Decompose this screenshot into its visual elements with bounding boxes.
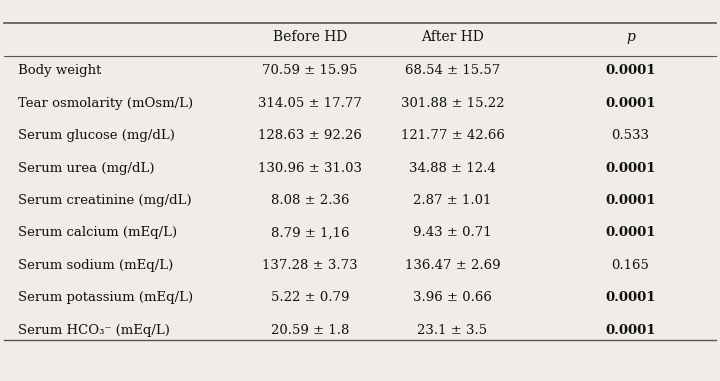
Text: 0.0001: 0.0001 xyxy=(606,64,656,77)
Text: 20.59 ± 1.8: 20.59 ± 1.8 xyxy=(271,324,349,337)
Text: Serum urea (mg/dL): Serum urea (mg/dL) xyxy=(19,162,155,174)
Text: 0.0001: 0.0001 xyxy=(606,226,656,239)
Text: Serum sodium (mEq/L): Serum sodium (mEq/L) xyxy=(19,259,174,272)
Text: 8.08 ± 2.36: 8.08 ± 2.36 xyxy=(271,194,349,207)
Text: 136.47 ± 2.69: 136.47 ± 2.69 xyxy=(405,259,500,272)
Text: 314.05 ± 17.77: 314.05 ± 17.77 xyxy=(258,97,362,110)
Text: Before HD: Before HD xyxy=(273,30,347,44)
Text: 0.533: 0.533 xyxy=(611,129,649,142)
Text: 0.0001: 0.0001 xyxy=(606,97,656,110)
Text: 137.28 ± 3.73: 137.28 ± 3.73 xyxy=(262,259,358,272)
Text: Serum HCO₃⁻ (mEq/L): Serum HCO₃⁻ (mEq/L) xyxy=(19,324,170,337)
Text: 68.54 ± 15.57: 68.54 ± 15.57 xyxy=(405,64,500,77)
Text: 301.88 ± 15.22: 301.88 ± 15.22 xyxy=(401,97,504,110)
Text: 9.43 ± 0.71: 9.43 ± 0.71 xyxy=(413,226,492,239)
Text: 70.59 ± 15.95: 70.59 ± 15.95 xyxy=(263,64,358,77)
Text: After HD: After HD xyxy=(421,30,484,44)
Text: Body weight: Body weight xyxy=(19,64,102,77)
Text: 3.96 ± 0.66: 3.96 ± 0.66 xyxy=(413,291,492,304)
Text: 0.0001: 0.0001 xyxy=(606,162,656,174)
Text: 34.88 ± 12.4: 34.88 ± 12.4 xyxy=(409,162,496,174)
Text: 128.63 ± 92.26: 128.63 ± 92.26 xyxy=(258,129,362,142)
Text: Serum calcium (mEq/L): Serum calcium (mEq/L) xyxy=(19,226,178,239)
Text: Serum glucose (mg/dL): Serum glucose (mg/dL) xyxy=(19,129,175,142)
Text: Tear osmolarity (mOsm/L): Tear osmolarity (mOsm/L) xyxy=(19,97,194,110)
Text: 130.96 ± 31.03: 130.96 ± 31.03 xyxy=(258,162,362,174)
Text: 0.0001: 0.0001 xyxy=(606,291,656,304)
Text: 121.77 ± 42.66: 121.77 ± 42.66 xyxy=(400,129,505,142)
Text: Serum creatinine (mg/dL): Serum creatinine (mg/dL) xyxy=(19,194,192,207)
Text: p: p xyxy=(626,30,635,44)
Text: 2.87 ± 1.01: 2.87 ± 1.01 xyxy=(413,194,492,207)
Text: 0.165: 0.165 xyxy=(611,259,649,272)
Text: 8.79 ± 1,16: 8.79 ± 1,16 xyxy=(271,226,349,239)
Text: 23.1 ± 3.5: 23.1 ± 3.5 xyxy=(418,324,487,337)
Text: 5.22 ± 0.79: 5.22 ± 0.79 xyxy=(271,291,349,304)
Text: 0.0001: 0.0001 xyxy=(606,194,656,207)
Text: 0.0001: 0.0001 xyxy=(606,324,656,337)
Text: Serum potassium (mEq/L): Serum potassium (mEq/L) xyxy=(19,291,194,304)
